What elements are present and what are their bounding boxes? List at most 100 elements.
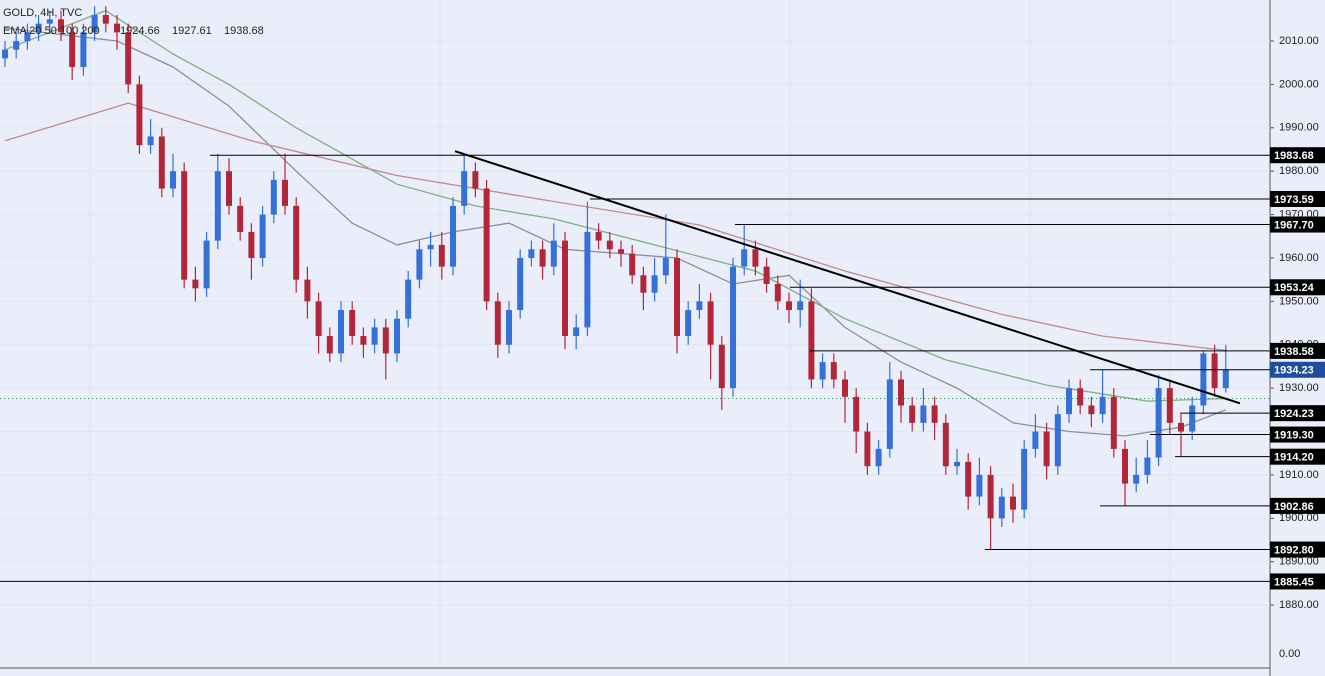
ema-line: [4, 27, 1227, 437]
y-tick-label: 1910.00: [1279, 469, 1319, 481]
candle-body: [91, 14, 98, 33]
y-tick-label: 1960.00: [1279, 252, 1319, 264]
candle-body: [326, 336, 333, 354]
candle-body: [58, 19, 64, 33]
candle-body: [405, 279, 412, 319]
level-label: 1914.20: [1274, 452, 1314, 464]
candle-body: [394, 318, 400, 354]
candle-body: [450, 205, 456, 267]
candle-body: [808, 301, 815, 380]
candle-body: [752, 249, 759, 267]
candle-body: [1144, 457, 1151, 475]
candle-body: [886, 379, 893, 449]
level-label: 1892.80: [1274, 544, 1314, 556]
candle-body: [147, 136, 154, 146]
symbol-label: GOLD, 4H, TVC: [3, 7, 82, 19]
candle-body: [562, 240, 568, 337]
candle-body: [1178, 422, 1184, 432]
y-tick-label: 1990.00: [1279, 122, 1319, 134]
candle-body: [1010, 496, 1016, 510]
candle-body: [1043, 431, 1050, 467]
legend-value: 1927.61: [172, 25, 212, 37]
candle-body: [506, 310, 512, 345]
candle-body: [707, 301, 714, 345]
candle-body: [203, 240, 210, 289]
level-label-box: [1270, 342, 1325, 359]
candle-body: [248, 231, 255, 258]
level-label-box: [1270, 448, 1325, 465]
candle-body: [270, 179, 277, 215]
candle-body: [226, 171, 232, 206]
level-label-box: [1270, 147, 1325, 164]
ema-line: [4, 102, 1226, 352]
candle-body: [102, 14, 109, 24]
candle-body: [1133, 474, 1140, 484]
level-label: 1934.23: [1274, 365, 1314, 377]
candle-body: [998, 496, 1005, 519]
candle-body: [685, 310, 692, 337]
y-tick-label: 2000.00: [1279, 78, 1319, 90]
ema-line: [4, 9, 1226, 402]
candle-body: [136, 84, 143, 146]
candle-body: [427, 244, 434, 250]
candle-body: [1211, 353, 1218, 389]
legend-value: 1924.66: [120, 25, 160, 37]
candle-body: [517, 257, 524, 311]
candle-body: [315, 301, 322, 337]
y-tick-label: 1980.00: [1279, 165, 1319, 177]
candle-body: [1032, 431, 1039, 449]
candle-body: [606, 240, 613, 250]
candle-body: [1200, 353, 1207, 406]
y-tick-label: 1950.00: [1279, 295, 1319, 307]
candle-body: [382, 327, 389, 354]
candle-body: [158, 136, 165, 189]
candle-body: [349, 310, 356, 337]
level-label-box: [1270, 279, 1325, 296]
candle-body: [640, 275, 647, 293]
level-label-box: [1270, 541, 1325, 558]
candle-body: [942, 422, 949, 467]
candle-body: [125, 32, 132, 85]
candle-body: [237, 205, 244, 232]
candle-body: [114, 23, 120, 33]
level-label: 1902.86: [1274, 501, 1314, 513]
candle-body: [69, 32, 76, 68]
candle-body: [819, 362, 826, 380]
candle-body: [875, 448, 882, 467]
candle-body: [741, 249, 748, 267]
candle-body: [181, 171, 188, 280]
candle-body: [718, 344, 725, 389]
candle-body: [1077, 388, 1084, 406]
candle-body: [696, 301, 703, 311]
candle-body: [909, 405, 916, 423]
candle-body: [931, 405, 938, 423]
candle-body: [674, 257, 680, 337]
candle-body: [584, 231, 591, 328]
indicator-label: EMA 20 50 100 200: [3, 25, 100, 37]
candle-body: [662, 257, 669, 276]
candle-body: [1021, 448, 1028, 510]
candle-body: [898, 379, 904, 406]
candle-body: [573, 327, 580, 337]
candle-body: [1088, 405, 1095, 415]
candle-body: [416, 249, 423, 280]
candle-body: [797, 301, 804, 311]
candle-body: [528, 249, 535, 258]
lower-scale-label: 0.00: [1279, 648, 1300, 660]
candle-body: [786, 301, 792, 311]
candle-body: [1189, 405, 1196, 432]
level-label: 1938.58: [1274, 346, 1314, 358]
level-label: 1973.59: [1274, 194, 1314, 206]
y-tick-label: 1930.00: [1279, 382, 1319, 394]
candle-body: [1066, 388, 1072, 415]
candle-body: [192, 279, 199, 289]
candle-body: [214, 171, 221, 241]
candle-body: [965, 461, 972, 497]
level-label: 1919.30: [1274, 429, 1314, 441]
candle-body: [259, 214, 266, 258]
candle-body: [539, 249, 546, 267]
candle-body: [472, 171, 479, 189]
